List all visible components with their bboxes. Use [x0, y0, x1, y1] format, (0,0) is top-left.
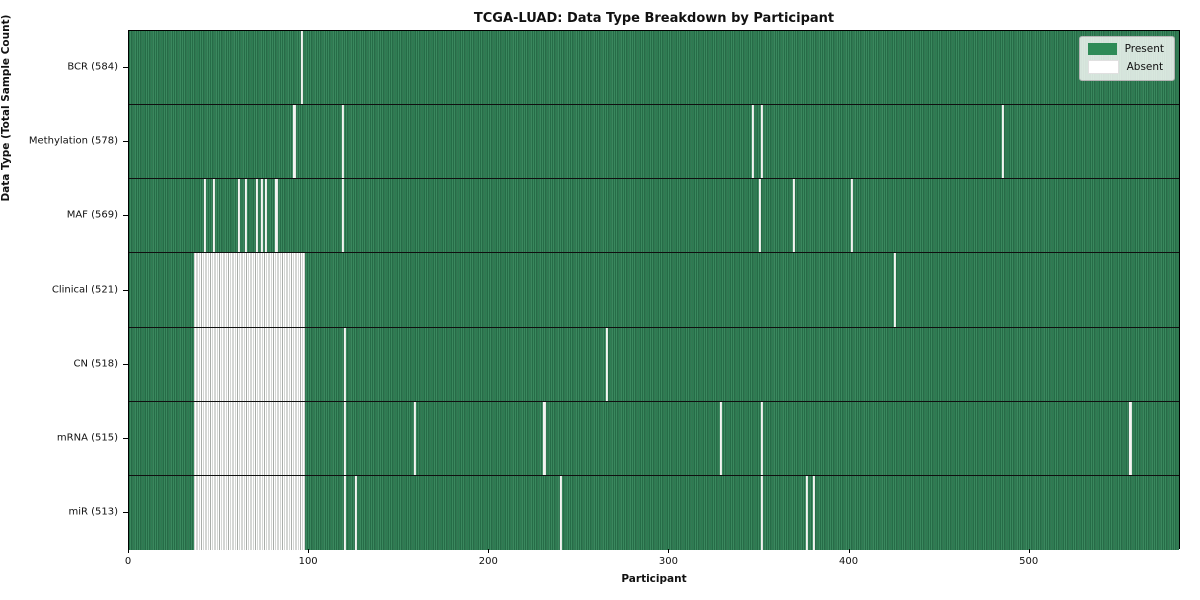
absent-marker	[203, 179, 206, 253]
absent-marker	[812, 475, 816, 550]
absent-marker	[212, 179, 215, 253]
y-tick-mark	[123, 363, 128, 365]
plot-area	[128, 30, 1180, 550]
legend: Present Absent	[1078, 36, 1175, 81]
data-row	[129, 253, 1179, 328]
absent-marker	[760, 105, 763, 179]
absent-marker	[244, 179, 247, 253]
absent-marker	[275, 179, 278, 253]
y-tick-label: MAF (569)	[66, 209, 118, 221]
absent-marker	[343, 401, 346, 475]
absent-marker	[719, 401, 722, 475]
absent-block	[193, 475, 306, 550]
x-tick-label: 300	[658, 556, 678, 567]
x-tick-mark	[668, 549, 670, 553]
absent-marker	[760, 475, 763, 550]
y-tick-mark	[123, 67, 128, 69]
data-row	[129, 31, 1179, 106]
absent-marker	[559, 475, 562, 550]
data-row	[129, 475, 1179, 550]
y-axis-label: Data Type (Total Sample Count)	[0, 14, 12, 202]
absent-marker	[758, 179, 762, 253]
absent-block	[193, 401, 306, 475]
legend-swatch	[1087, 43, 1117, 55]
absent-marker	[850, 179, 853, 253]
data-row	[129, 105, 1179, 180]
x-tick-label: 500	[1019, 556, 1039, 567]
y-tick-label: Methylation (578)	[28, 135, 118, 147]
absent-marker	[413, 401, 416, 475]
absent-marker	[237, 179, 240, 253]
y-tick-label: miR (513)	[68, 506, 118, 518]
absent-marker	[264, 179, 267, 253]
x-tick-mark	[488, 549, 490, 553]
chart-title: TCGA-LUAD: Data Type Breakdown by Partic…	[473, 11, 835, 26]
absent-marker	[260, 179, 264, 253]
x-tick-label: 100	[298, 556, 318, 567]
data-row	[129, 327, 1179, 402]
y-tick-label: BCR (584)	[67, 61, 118, 73]
data-row	[129, 401, 1179, 476]
absent-marker	[341, 179, 345, 253]
absent-marker	[751, 105, 754, 179]
legend-label: Absent	[1126, 61, 1164, 73]
absent-marker	[793, 179, 796, 253]
y-tick-mark	[123, 437, 128, 439]
absent-marker	[543, 401, 546, 475]
x-tick-mark	[308, 549, 310, 553]
y-tick-mark	[123, 215, 128, 217]
y-tick-mark	[123, 289, 128, 291]
absent-block	[193, 253, 306, 327]
absent-marker	[606, 327, 609, 401]
absent-marker	[255, 179, 258, 253]
y-tick-label: Clinical (521)	[51, 284, 118, 295]
y-tick-label: CN (518)	[73, 358, 118, 370]
legend-item: Present	[1087, 43, 1164, 55]
absent-marker	[341, 105, 345, 179]
y-tick-mark	[123, 511, 128, 513]
y-tick-mark	[123, 141, 128, 143]
absent-marker	[1001, 105, 1004, 179]
absent-marker	[343, 327, 346, 401]
legend-swatch	[1087, 60, 1119, 74]
x-axis-label: Participant	[621, 573, 687, 585]
x-tick-label: 200	[478, 556, 498, 567]
absent-marker	[760, 401, 763, 475]
absent-marker	[343, 475, 346, 550]
absent-marker	[1129, 401, 1132, 475]
y-tick-label: mRNA (515)	[56, 432, 118, 444]
x-tick-label: 0	[124, 556, 132, 567]
x-tick-mark	[848, 549, 850, 553]
absent-marker	[293, 105, 296, 179]
data-row	[129, 179, 1179, 254]
x-tick-label: 400	[839, 556, 859, 567]
absent-marker	[300, 31, 303, 105]
absent-marker	[805, 475, 808, 550]
absent-marker	[893, 253, 897, 327]
absent-marker	[354, 475, 357, 550]
absent-block	[193, 327, 306, 401]
x-tick-mark	[128, 549, 129, 553]
x-tick-mark	[1028, 549, 1030, 553]
legend-item: Absent	[1087, 60, 1164, 74]
legend-label: Present	[1124, 43, 1164, 55]
